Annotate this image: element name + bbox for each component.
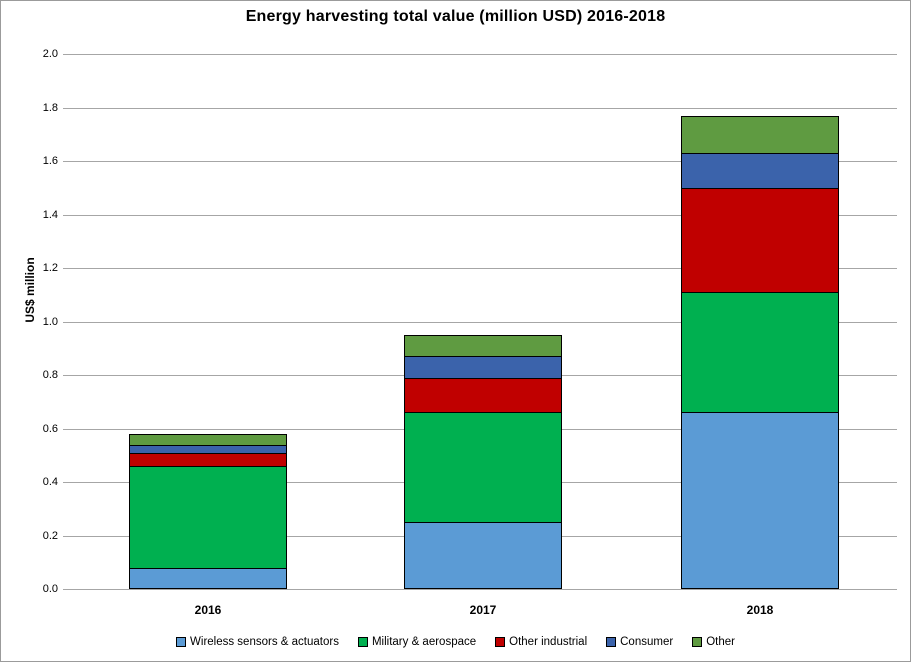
legend-label: Consumer	[620, 636, 674, 648]
y-tick-label: 0.2	[42, 530, 58, 542]
gridline	[63, 54, 897, 55]
gridline	[63, 322, 897, 323]
legend-item: Wireless sensors & actuators	[176, 636, 339, 648]
gridline	[63, 108, 897, 109]
y-tick-label: 2.0	[42, 48, 58, 60]
bar-segment-2018-other	[681, 116, 839, 153]
y-tick-label: 1.4	[42, 209, 58, 221]
bar-segment-2018-consumer	[681, 153, 839, 188]
legend-label: Military & aerospace	[371, 636, 477, 648]
legend-swatch-icon	[176, 637, 187, 647]
bar-segment-2017-military-aerospace	[404, 412, 562, 522]
legend-label: Other	[706, 636, 735, 648]
bar-segment-2017-wireless-sensors-actuators	[404, 522, 562, 589]
legend: Wireless sensors & actuators Military & a…	[1, 632, 910, 652]
y-tick-label: 1.8	[42, 102, 58, 114]
x-tick-label-2017: 2017	[469, 603, 497, 617]
legend-swatch-icon	[357, 637, 368, 647]
bar-segment-2017-other-industrial	[404, 378, 562, 412]
y-tick-label: 1.2	[42, 262, 58, 274]
bar-segment-2018-military-aerospace	[681, 292, 839, 412]
bar-segment-2017-consumer	[404, 356, 562, 378]
legend-item: Military & aerospace	[357, 636, 477, 648]
bar-segment-2018-wireless-sensors-actuators	[681, 412, 839, 589]
legend-swatch-icon	[692, 637, 703, 647]
y-tick-label: 0.0	[42, 583, 58, 595]
legend-label: Other industrial	[509, 636, 588, 648]
gridline	[63, 268, 897, 269]
bar-segment-2016-consumer	[129, 445, 287, 453]
legend-item: Other	[692, 636, 735, 648]
legend-item: Other industrial	[495, 636, 587, 648]
legend-swatch-icon	[606, 637, 617, 647]
y-tick-label: 1.0	[42, 316, 58, 328]
bar-segment-2016-other-industrial	[129, 453, 287, 466]
y-tick-label: 1.6	[42, 155, 58, 167]
legend-label: Wireless sensors & actuators	[190, 636, 339, 648]
bar-segment-2017-other	[404, 335, 562, 356]
x-tick-label-2018: 2018	[746, 603, 774, 617]
y-tick-label: 0.6	[42, 423, 58, 435]
legend-item: Consumer	[606, 636, 673, 648]
gridline	[63, 161, 897, 162]
chart-title: Energy harvesting total value (million U…	[245, 8, 666, 25]
y-tick-label: 0.4	[42, 476, 58, 488]
bar-segment-2016-other	[129, 434, 287, 445]
bar-segment-2018-other-industrial	[681, 188, 839, 292]
y-tick-label: 0.8	[42, 369, 58, 381]
x-tick-label-2016: 2016	[194, 603, 222, 617]
bar-segment-2016-military-aerospace	[129, 466, 287, 568]
gridline	[63, 215, 897, 216]
legend-swatch-icon	[495, 637, 506, 647]
gridline	[63, 589, 897, 590]
bar-segment-2016-wireless-sensors-actuators	[129, 568, 287, 589]
